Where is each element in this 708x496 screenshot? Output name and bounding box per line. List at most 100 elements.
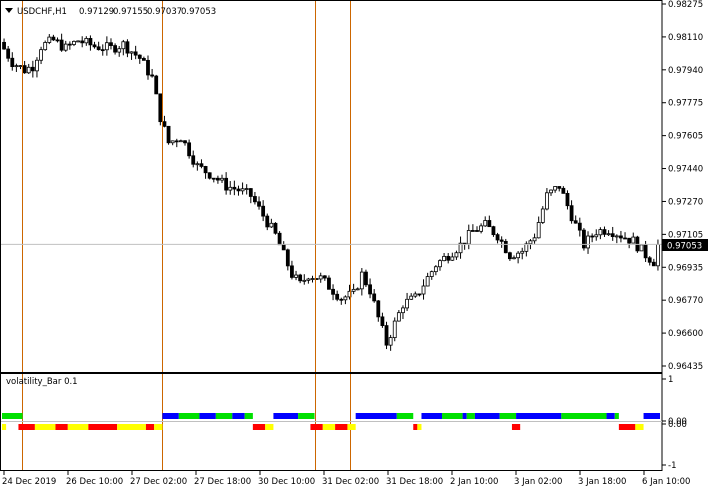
- candle-body: [170, 140, 175, 144]
- dropdown-triangle-icon[interactable]: [5, 8, 13, 13]
- candle-body: [18, 65, 23, 67]
- candle-body: [76, 40, 80, 43]
- candle-body: [545, 192, 549, 210]
- volatility-bar-lower: [417, 424, 422, 430]
- volatility-bar-lower: [310, 424, 323, 430]
- volatility-bar-lower: [55, 424, 68, 430]
- time-tick-label: 26 Dec 10:00: [66, 477, 123, 487]
- candle-body: [178, 140, 183, 143]
- candle-body: [92, 44, 97, 48]
- current-price-badge: [662, 239, 708, 251]
- volatility-bar-lower: [618, 424, 636, 430]
- candle-body: [327, 277, 331, 290]
- indicator-tick-label: 0.00: [668, 420, 687, 430]
- candle-body: [117, 48, 122, 53]
- candle-body: [191, 155, 196, 165]
- candle-body: [100, 49, 105, 52]
- candles-layer: [2, 33, 660, 351]
- candle-body: [248, 188, 253, 197]
- candle-body: [602, 229, 607, 235]
- price-tick-label: 0.96935: [668, 263, 703, 273]
- indicator-title: volatility_Bar 0.1: [6, 377, 78, 387]
- candle-body: [516, 252, 521, 259]
- volatility-bar-lower: [635, 424, 644, 430]
- candle-body: [364, 271, 368, 286]
- candle-body: [438, 260, 442, 268]
- candle-body: [133, 51, 138, 56]
- candle-body: [43, 42, 48, 51]
- candle-body: [244, 188, 249, 190]
- period-separators: [22, 1, 351, 470]
- volatility-bar-upper: [2, 413, 23, 419]
- candle-body: [512, 257, 516, 260]
- volatility-bar-upper: [421, 413, 443, 419]
- candle-body: [409, 295, 414, 300]
- volatility-bars-layer: [1, 413, 662, 430]
- volatility-bar-lower: [252, 424, 266, 430]
- candle-body: [351, 288, 356, 292]
- candle-body: [380, 316, 385, 326]
- candle-body: [359, 271, 364, 290]
- candle-body: [67, 43, 72, 46]
- volatility-bar-upper: [474, 413, 500, 419]
- candle-body: [14, 65, 19, 68]
- candle-body: [154, 75, 159, 95]
- candle-body: [376, 300, 381, 318]
- candle-body: [347, 290, 352, 298]
- candle-body: [561, 187, 566, 194]
- price-tick-label: 0.97105: [668, 230, 703, 240]
- candle-body: [96, 46, 101, 51]
- candle-body: [446, 255, 451, 261]
- volatility-bar-lower: [34, 424, 56, 430]
- price-tick-label: 0.97440: [668, 165, 703, 175]
- candle-body: [536, 222, 541, 239]
- candle-body: [335, 293, 340, 300]
- candle-body: [166, 125, 171, 144]
- ohlc-low: 0.97037: [147, 7, 182, 17]
- candle-body: [598, 229, 603, 236]
- candle-body: [195, 163, 200, 166]
- candle-body: [528, 240, 533, 245]
- candle-body: [232, 186, 237, 190]
- candle-body: [269, 222, 274, 228]
- volatility-bar-upper: [355, 413, 397, 419]
- volatility-bar-upper: [606, 413, 615, 419]
- candle-body: [631, 236, 636, 244]
- volatility-bar-lower: [154, 424, 163, 430]
- candle-body: [495, 234, 500, 241]
- candle-body: [532, 237, 537, 242]
- candle-body: [261, 205, 266, 217]
- volatility-bar-upper: [396, 413, 414, 419]
- time-tick-label: 3 Jan 02:00: [514, 477, 562, 487]
- volatility-bar-upper: [442, 413, 463, 419]
- symbol-timeframe-label: USDCHF,H1: [17, 7, 67, 17]
- candle-body: [63, 43, 68, 51]
- volatility-bar-upper: [561, 413, 607, 419]
- price-tick-label: 0.96435: [668, 362, 703, 372]
- candle-body: [203, 166, 208, 174]
- candle-body: [240, 188, 245, 192]
- candle-body: [121, 41, 126, 50]
- volatility-bar-lower: [413, 424, 418, 430]
- candle-body: [137, 54, 142, 59]
- volatility-bar-lower: [511, 424, 521, 430]
- volatility-bar-upper: [199, 413, 216, 419]
- candle-body: [35, 59, 39, 72]
- candle-body: [224, 177, 229, 191]
- candle-body: [553, 186, 558, 191]
- volatility-bar-lower: [18, 424, 35, 430]
- candle-body: [586, 235, 590, 249]
- price-axis[interactable]: 0.98275 0.98110 0.97940 0.97775 0.97605 0.974…: [662, 0, 703, 372]
- candle-body: [211, 177, 216, 180]
- time-axis[interactable]: 24 Dec 2019 26 Dec 10:00 27 Dec 02:00 27 De…: [2, 470, 690, 487]
- price-tick-label: 0.97605: [668, 132, 703, 142]
- candle-body: [26, 66, 31, 74]
- candle-body: [339, 298, 344, 301]
- candle-body: [306, 278, 311, 281]
- volatility-bar-lower: [335, 424, 348, 430]
- candle-body: [392, 320, 397, 339]
- candle-body: [524, 243, 529, 252]
- volatility-bar-upper: [244, 413, 253, 419]
